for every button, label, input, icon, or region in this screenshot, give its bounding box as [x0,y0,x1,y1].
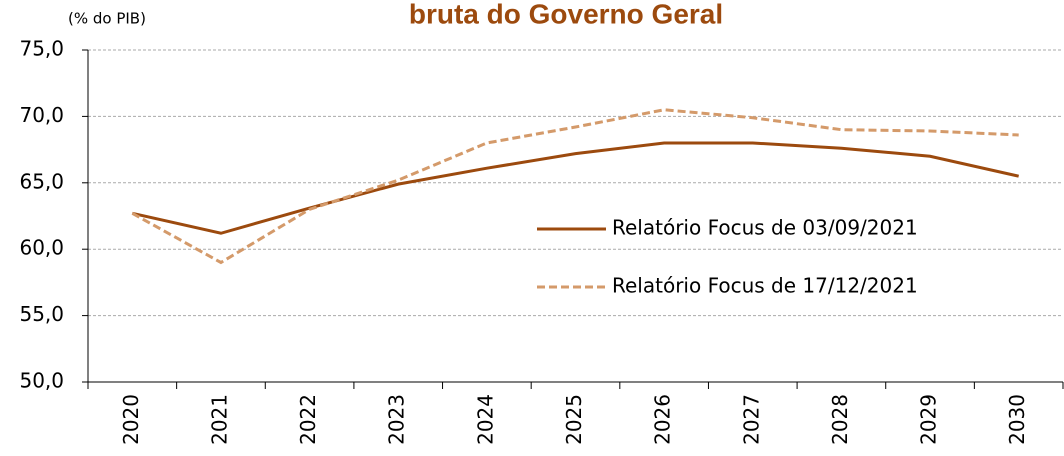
series-line [131,108,1019,265]
x-tick-label: 2028 [828,394,852,445]
y-tick-label: 75,0 [19,37,64,61]
chart-title: bruta do Governo Geral [409,0,723,29]
y-tick-label: 60,0 [19,236,64,260]
x-tick-label: 2024 [473,394,497,445]
x-tick-label: 2020 [119,394,143,445]
x-tick-label: 2026 [651,394,675,445]
y-axis-label: (% do PIB) [68,10,146,28]
x-tick-label: 2025 [562,394,586,445]
x-tick-label: 2021 [207,394,231,445]
x-tick-label: 2029 [917,394,941,445]
x-tick-label: 2027 [739,394,763,445]
y-tick-label: 70,0 [19,103,64,127]
y-tick-label: 50,0 [19,369,64,393]
y-tick-label: 55,0 [19,302,64,326]
x-tick-label: 2023 [385,394,409,445]
legend-label: Relatório Focus de 17/12/2021 [612,274,918,298]
y-tick-label: 65,0 [19,169,64,193]
legend-label: Relatório Focus de 03/09/2021 [612,216,918,240]
series-line [131,141,1020,235]
x-tick-label: 2022 [296,394,320,445]
x-tick-label: 2030 [1005,394,1029,445]
